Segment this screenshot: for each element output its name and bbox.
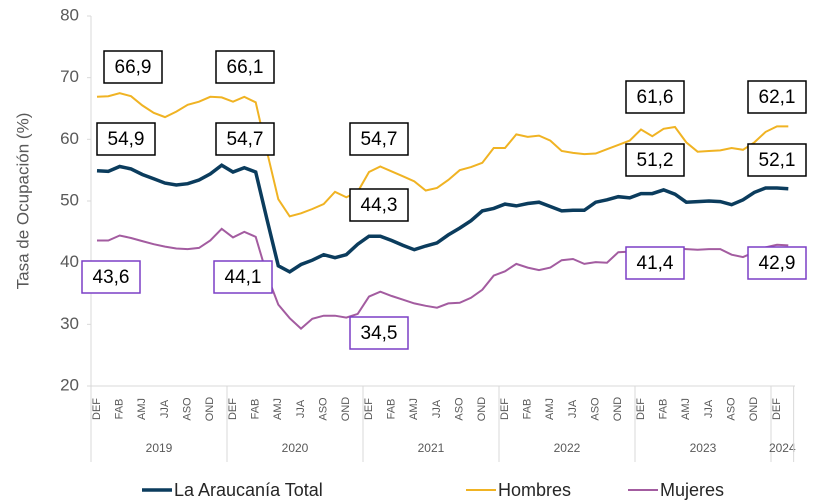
- x-tick-label: OND: [748, 397, 760, 422]
- data-label-box: [81, 260, 141, 294]
- x-tick-label: DEF: [91, 398, 103, 420]
- data-label: 66,9: [115, 57, 152, 78]
- x-tick-label: FAB: [386, 399, 398, 420]
- data-label-box: [215, 122, 275, 156]
- x-tick-label: FAB: [522, 399, 534, 420]
- data-label-box: [213, 260, 273, 294]
- x-tick-label: JJA: [703, 399, 715, 418]
- year-label: 2020: [282, 441, 309, 455]
- year-label: 2024: [769, 441, 796, 455]
- x-tick-label: FAB: [114, 399, 126, 420]
- data-label-box: [747, 246, 807, 280]
- series-line: [96, 163, 789, 274]
- legend-label: Hombres: [498, 480, 571, 500]
- x-tick-label: DEF: [363, 398, 375, 420]
- x-tick-label: AMJ: [272, 398, 284, 420]
- year-label: 2022: [554, 441, 581, 455]
- y-tick-label: 60: [60, 129, 79, 148]
- data-label-box: [349, 316, 409, 350]
- data-label-box: [103, 50, 163, 84]
- data-label: 61,6: [637, 87, 674, 108]
- data-label: 44,1: [225, 267, 262, 288]
- data-label: 54,9: [108, 129, 145, 150]
- data-label-box: [625, 80, 685, 114]
- x-tick-label: ASO: [182, 397, 194, 421]
- y-tick-label: 80: [60, 5, 79, 24]
- data-label: 51,2: [637, 150, 674, 171]
- y-tick-label: 30: [60, 314, 79, 333]
- x-tick-label: JJA: [567, 399, 579, 418]
- data-label: 34,5: [361, 323, 398, 344]
- data-label: 44,3: [361, 195, 398, 216]
- data-label: 52,1: [759, 150, 796, 171]
- year-label: 2021: [418, 441, 445, 455]
- x-tick-label: FAB: [250, 399, 262, 420]
- data-label-box: [625, 246, 685, 280]
- legend-label: Mujeres: [660, 480, 724, 500]
- x-tick-label: JJA: [295, 399, 307, 418]
- y-tick-label: 20: [60, 375, 79, 394]
- data-label-box: [215, 50, 275, 84]
- x-tick-label: FAB: [658, 399, 670, 420]
- x-tick-label: DEF: [499, 398, 511, 420]
- x-tick-label: AMJ: [680, 398, 692, 420]
- data-label: 54,7: [361, 129, 398, 150]
- data-label: 43,6: [93, 267, 130, 288]
- x-tick-label: ASO: [454, 397, 466, 421]
- x-tick-label: JJA: [159, 399, 171, 418]
- x-tick-label: DEF: [771, 398, 783, 420]
- x-tick-label: AMJ: [136, 398, 148, 420]
- year-label: 2019: [146, 441, 173, 455]
- x-tick-label: OND: [612, 397, 624, 422]
- data-label: 54,7: [227, 129, 264, 150]
- x-tick-label: ASO: [590, 397, 602, 421]
- x-tick-label: AMJ: [408, 398, 420, 420]
- x-tick-label: OND: [340, 397, 352, 422]
- year-label: 2023: [690, 441, 717, 455]
- data-label-box: [747, 143, 807, 177]
- data-label: 66,1: [227, 57, 264, 78]
- x-tick-label: DEF: [227, 398, 239, 420]
- x-tick-label: JJA: [431, 399, 443, 418]
- data-label-box: [747, 80, 807, 114]
- x-tick-label: OND: [204, 397, 216, 422]
- y-tick-label: 50: [60, 190, 79, 209]
- data-label-box: [349, 122, 409, 156]
- x-tick-label: DEF: [635, 398, 647, 420]
- x-tick-label: AMJ: [544, 398, 556, 420]
- y-axis-label: Tasa de Ocupación (%): [13, 113, 32, 290]
- data-label-box: [96, 122, 156, 156]
- data-label-box: [625, 143, 685, 177]
- data-label-box: [349, 188, 409, 222]
- data-label: 41,4: [637, 253, 674, 274]
- y-tick-label: 70: [60, 67, 79, 86]
- legend-label: La Araucanía Total: [174, 480, 323, 500]
- data-label: 42,9: [759, 253, 796, 274]
- data-label: 62,1: [759, 87, 796, 108]
- x-tick-label: ASO: [318, 397, 330, 421]
- x-tick-label: OND: [476, 397, 488, 422]
- series-line: [96, 92, 789, 218]
- x-tick-label: ASO: [726, 397, 738, 421]
- y-tick-label: 40: [60, 252, 79, 271]
